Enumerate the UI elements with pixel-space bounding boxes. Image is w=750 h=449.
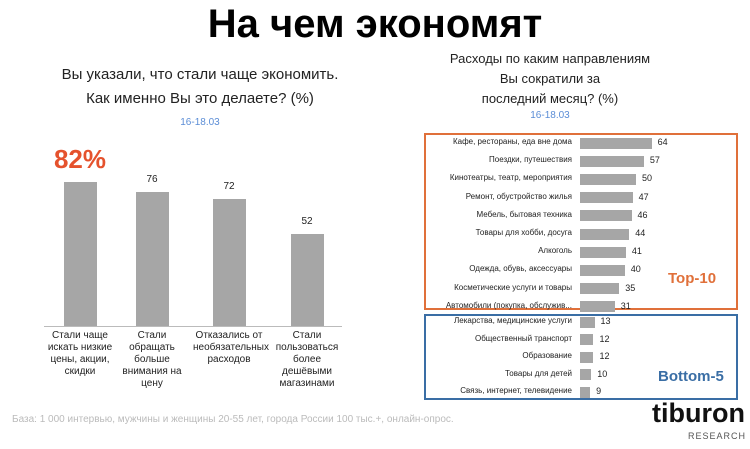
bar <box>580 351 594 363</box>
value-label: 10 <box>597 368 608 379</box>
value-label: 82% <box>53 143 107 174</box>
value-label: 9 <box>596 386 602 397</box>
y-tick-label: Образование <box>522 351 572 361</box>
bar <box>580 283 620 295</box>
y-tick-label: Товары для хобби, досуга <box>475 228 572 237</box>
chart-subtitle: 16-18.03 <box>180 117 220 128</box>
bar <box>580 369 592 381</box>
x-tick-label: Отказались от необязательных расходов <box>193 330 269 365</box>
y-tick-label: Товары для детей <box>505 368 572 378</box>
x-tick-label: Стали обращать больше внимания на цену <box>122 330 182 389</box>
y-tick-label: Кинотеатры, театр, мероприятия <box>449 173 572 183</box>
y-tick-label: Общественный транспорт <box>475 333 572 343</box>
x-tick-label: Стали чаще искать низкие цены, акции, ск… <box>47 330 113 377</box>
y-tick-label: Косметические услуги и товары <box>454 282 572 292</box>
bar <box>63 181 97 326</box>
value-label: 35 <box>625 282 636 293</box>
value-label: 13 <box>600 316 611 326</box>
chart-subtitle: 16-18.03 <box>530 110 570 121</box>
logo-sub: RESEARCH <box>688 431 747 441</box>
y-tick-label: Ремонт, обустройство жилья <box>465 191 572 201</box>
footnote: База: 1 000 интервью, мужчины и женщины … <box>12 414 454 425</box>
value-label: 12 <box>599 333 610 344</box>
value-label: 57 <box>649 155 660 166</box>
group-label: Bottom-5 <box>658 368 724 385</box>
y-tick-label: Лекарства, медицинские услуги <box>454 316 572 325</box>
bar <box>580 334 594 346</box>
bar <box>580 386 591 398</box>
group-label: Top-10 <box>668 270 717 287</box>
bar <box>580 155 644 167</box>
bar <box>580 173 636 185</box>
bar <box>135 192 169 326</box>
value-label: 50 <box>642 173 653 184</box>
bar <box>212 199 246 326</box>
bar <box>580 210 632 222</box>
value-label: 46 <box>637 209 648 220</box>
group-box <box>424 314 738 400</box>
chart-title: Вы указали, что стали чаще экономить. <box>61 66 339 83</box>
y-tick-label: Кафе, рестораны, еда вне дома <box>452 137 572 146</box>
bar <box>580 192 633 204</box>
y-tick-label: Одежда, обувь, аксессуары <box>469 264 572 274</box>
x-tick-label: Стали пользоваться более дешёвыми магази… <box>275 330 339 389</box>
slide-title: На чем экономят <box>207 2 543 46</box>
y-tick-label: Алкоголь <box>538 246 572 256</box>
chart-title: последний месяц? (%) <box>481 91 619 106</box>
bar <box>580 246 626 258</box>
value-label: 64 <box>657 137 668 147</box>
bar <box>580 301 615 313</box>
value-label: 76 <box>146 174 158 186</box>
y-tick-label: Автомобили (покупка, обслужив... <box>445 300 572 310</box>
chart-title: Расходы по каким направлениям <box>449 51 651 66</box>
value-label: 40 <box>630 264 641 275</box>
value-label: 47 <box>638 191 649 202</box>
value-label: 31 <box>620 300 631 311</box>
chart-title: Как именно Вы это делаете? (%) <box>86 90 314 107</box>
y-tick-label: Мебель, бытовая техника <box>476 209 572 219</box>
chart-title: Вы сократили за <box>499 71 601 86</box>
y-tick-label: Связь, интернет, телевидение <box>460 386 572 396</box>
bar <box>580 316 595 328</box>
value-label: 44 <box>635 228 646 238</box>
logo-name: tiburon <box>652 398 745 428</box>
y-tick-label: Поездки, путешествия <box>489 155 572 165</box>
bar <box>580 137 652 149</box>
value-label: 72 <box>223 181 235 193</box>
value-label: 41 <box>631 246 642 257</box>
bar <box>580 264 625 276</box>
axis-line <box>44 326 342 327</box>
bar <box>580 228 630 240</box>
value-label: 12 <box>599 351 610 362</box>
bar <box>290 234 324 326</box>
value-label: 52 <box>301 216 313 228</box>
